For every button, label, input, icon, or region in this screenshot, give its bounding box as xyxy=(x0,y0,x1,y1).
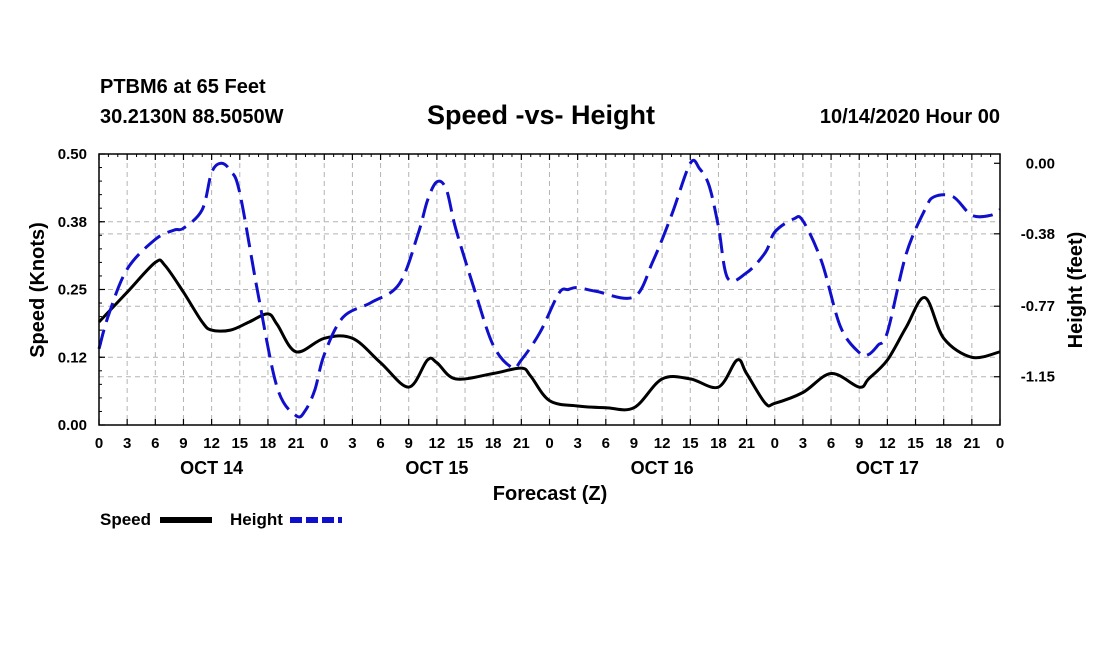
day-label: OCT 14 xyxy=(180,458,243,478)
x-tick-label: 21 xyxy=(513,435,530,452)
axis-labels: 0 3 6 9 12 15 18 21 0 3 6 9 12 15 18 21 0 3 6 9 12 15 18 21 0 3 6 9… xyxy=(58,146,1055,478)
x-tick-label: 6 xyxy=(376,435,384,452)
x-tick-label: 6 xyxy=(151,435,159,452)
forecast-datetime: 10/14/2020 Hour 00 xyxy=(819,106,1000,128)
y-tick-label: 0.38 xyxy=(58,214,87,231)
x-tick-label: 0 xyxy=(320,435,328,452)
day-label: OCT 16 xyxy=(631,458,694,478)
series-height-line xyxy=(97,158,1001,419)
y2-tick-label: 0.00 xyxy=(1026,155,1055,172)
x-tick-label: 9 xyxy=(405,435,413,452)
y-tick-label: 0.50 xyxy=(58,146,87,163)
x-tick-label: 18 xyxy=(710,435,727,452)
x-tick-label: 21 xyxy=(738,435,755,452)
y2-tick-label: -0.77 xyxy=(1021,298,1055,315)
chart-title: Speed -vs- Height xyxy=(427,100,656,130)
series-speed-line xyxy=(97,258,1001,412)
legend-speed-label: Speed xyxy=(100,510,151,529)
x-tick-label: 3 xyxy=(123,435,131,452)
x-tick-label: 3 xyxy=(799,435,807,452)
x-tick-label: 18 xyxy=(485,435,502,452)
x-tick-label: 12 xyxy=(203,435,220,452)
x-tick-label: 15 xyxy=(231,435,248,452)
plot-frame xyxy=(98,153,1001,426)
y-tick-label: 0.12 xyxy=(58,349,87,366)
x-tick-label: 12 xyxy=(654,435,671,452)
y-tick-label: 0.25 xyxy=(58,282,87,299)
x-tick-label: 21 xyxy=(288,435,305,452)
station-coordinates: 30.2130N 88.5050W xyxy=(100,106,284,128)
x-tick-label: 3 xyxy=(348,435,356,452)
day-label: OCT 17 xyxy=(856,458,919,478)
station-title: PTBM6 at 65 Feet xyxy=(100,76,266,98)
y-axis-title: Speed (Knots) xyxy=(27,222,49,358)
x-tick-label: 12 xyxy=(879,435,896,452)
y2-tick-label: -0.38 xyxy=(1021,226,1055,243)
x-tick-label: 15 xyxy=(682,435,699,452)
legend-height-label: Height xyxy=(230,510,283,529)
y-tick-label: 0.00 xyxy=(58,417,87,434)
x-axis-title: Forecast (Z) xyxy=(493,483,607,505)
x-tick-label: 0 xyxy=(545,435,553,452)
x-tick-label: 9 xyxy=(630,435,638,452)
y2-tick-label: -1.15 xyxy=(1021,369,1055,386)
x-tick-label: 9 xyxy=(179,435,187,452)
x-tick-label: 9 xyxy=(855,435,863,452)
series-lines xyxy=(97,158,1001,419)
day-label: OCT 15 xyxy=(405,458,468,478)
x-tick-label: 6 xyxy=(602,435,610,452)
x-tick-label: 18 xyxy=(935,435,952,452)
grid-lines xyxy=(99,154,1000,425)
x-tick-label: 15 xyxy=(457,435,474,452)
x-tick-label: 0 xyxy=(95,435,103,452)
x-tick-label: 21 xyxy=(964,435,981,452)
x-tick-label: 18 xyxy=(260,435,277,452)
x-tick-label: 12 xyxy=(429,435,446,452)
x-tick-label: 3 xyxy=(573,435,581,452)
x-tick-label: 0 xyxy=(771,435,779,452)
x-tick-label: 6 xyxy=(827,435,835,452)
y2-axis-title: Height (feet) xyxy=(1065,232,1087,349)
x-tick-label: 15 xyxy=(907,435,924,452)
x-tick-label: 0 xyxy=(996,435,1004,452)
legend: Speed Height xyxy=(100,510,342,529)
